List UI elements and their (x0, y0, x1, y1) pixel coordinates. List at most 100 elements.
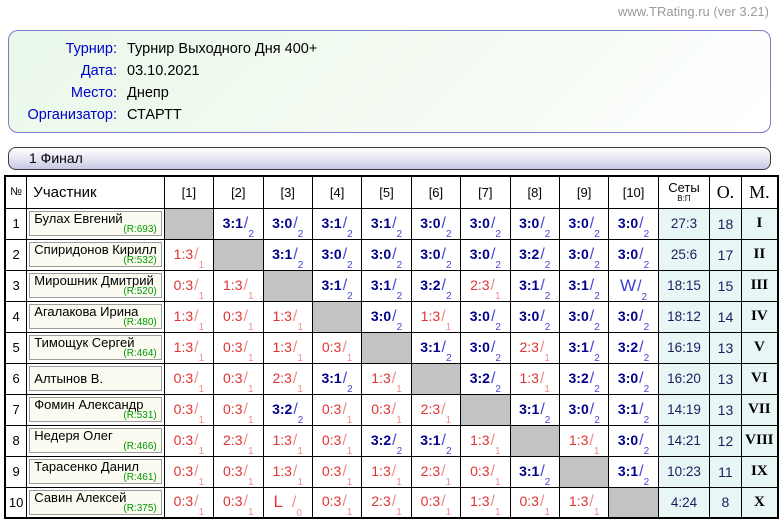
score-points-sub: 2 (495, 383, 501, 394)
score-value: 3:0 (568, 307, 589, 324)
score-value: 0:3 (223, 400, 243, 417)
player-name: Фомин Александр (34, 397, 144, 412)
score-value: 0:3 (173, 369, 194, 386)
score-cell: 3:0/2 (558, 300, 610, 333)
diagonal-cell (608, 486, 659, 519)
results-table-header: № Участник [1] [2] [3] [4] [5] [6] [7] [8] [9] [10]… (4, 175, 779, 209)
score-points-sub: 2 (544, 476, 551, 487)
score-points-sub: 2 (641, 291, 648, 301)
score-slash: / (589, 400, 595, 418)
score-slash: / (194, 431, 199, 449)
row-number: 6 (4, 362, 28, 395)
points-cell: 15 (709, 269, 742, 302)
score-slash: / (391, 369, 397, 387)
score-cell: 1:3/1 (163, 331, 215, 364)
score-points-sub: 1 (297, 476, 303, 487)
score-cell: 3:1/2 (311, 362, 363, 395)
score-slash: / (292, 307, 298, 325)
score-cell: 3:0/2 (311, 238, 363, 271)
score-value: 3:1 (519, 276, 540, 293)
score-slash: / (342, 338, 347, 356)
score-value: 1:3 (272, 338, 292, 355)
player-rating: (R:532) (123, 255, 157, 266)
score-slash: / (540, 276, 545, 294)
score-points-sub: 1 (495, 476, 501, 487)
score-slash: / (292, 369, 298, 387)
score-slash: / (539, 493, 545, 511)
score-value: 0:3 (321, 338, 342, 355)
score-points-sub: 2 (643, 383, 650, 394)
section-title-bar: 1 Финал (8, 147, 771, 170)
score-value: 3:0 (420, 245, 441, 262)
score-cell: 3:0/2 (460, 207, 511, 240)
score-cell: 3:0/2 (608, 300, 659, 333)
score-points-sub: 1 (346, 476, 353, 487)
place-cell: V (740, 331, 779, 364)
col-header-round-7: [7] (460, 175, 511, 209)
table-row: 5 Тимощук Сергей (R:464) 1:3/1 0:3/1 1:3/1 0:3… (4, 331, 779, 364)
sets-cell: 14:21 (657, 424, 711, 457)
score-cell: 2:3/1 (410, 455, 462, 488)
score-points-sub: 1 (198, 290, 205, 301)
score-points-sub: 2 (643, 321, 650, 332)
score-value: 2:3 (519, 338, 539, 355)
score-value: 3:1 (420, 431, 441, 448)
participant-cell: Спиридонов Кирилл (R:532) (26, 238, 165, 271)
score-slash: / (540, 245, 545, 263)
score-points-sub: 1 (445, 414, 452, 425)
score-value: 3:1 (321, 214, 342, 231)
score-points-sub: 1 (593, 445, 600, 456)
score-cell: 1:3/1 (509, 362, 560, 395)
score-value: 3:0 (272, 214, 293, 231)
player-rating: (R:520) (123, 286, 157, 297)
sets-cell: 14:19 (657, 393, 711, 426)
score-value: 0:3 (321, 431, 342, 448)
player-name: Агалакова Ирина (34, 304, 139, 319)
points-cell: 8 (709, 486, 742, 519)
score-cell: 3:2/2 (262, 393, 313, 426)
sets-header-sub: В:П (677, 194, 691, 204)
sets-cell: 16:20 (657, 362, 711, 395)
score-value: 1:3 (420, 307, 441, 324)
score-points-sub: 2 (396, 228, 403, 239)
score-cell: 0:3/1 (163, 486, 215, 519)
score-value: 3:1 (519, 462, 540, 479)
score-points-sub: 1 (396, 414, 402, 425)
score-cell: 3:0/2 (509, 300, 560, 333)
score-slash: / (639, 369, 644, 387)
score-value: 0:3 (470, 462, 490, 479)
score-points-sub: 2 (445, 445, 452, 456)
section-title: 1 Финал (29, 150, 83, 166)
score-value: 0:3 (371, 400, 391, 417)
score-slash: / (194, 338, 199, 356)
score-value: 3:0 (617, 369, 639, 386)
participant-box: Тарасенко Данил (R:461) (29, 459, 162, 484)
score-slash: / (589, 276, 595, 294)
score-points-sub: 1 (198, 414, 205, 425)
score-value: 0:3 (223, 493, 243, 510)
score-slash: / (589, 245, 595, 263)
score-points-sub: 2 (347, 383, 353, 394)
score-value: 3:1 (222, 214, 243, 231)
score-value: 2:3 (420, 400, 441, 417)
score-points-sub: 1 (495, 290, 501, 301)
score-cell: 3:0/2 (558, 393, 610, 426)
score-slash: / (194, 493, 199, 511)
score-points-sub: 1 (396, 507, 402, 518)
col-header-points: О. (709, 175, 742, 209)
participant-box: Савин Алексей (R:375) (29, 489, 162, 515)
score-cell: 1:3/1 (361, 362, 412, 395)
score-slash: / (293, 400, 298, 418)
participant-box: Фомин Александр (R:531) (29, 397, 162, 422)
score-cell: W/2 (608, 269, 659, 302)
place-cell: VI (740, 362, 779, 395)
score-value: 3:1 (519, 400, 540, 417)
score-cell: 0:3/1 (213, 393, 264, 426)
col-header-round-8: [8] (509, 175, 560, 209)
table-row: 9 Тарасенко Данил (R:461) 0:3/1 0:3/1 1:3/1 0:… (4, 455, 779, 488)
score-value: 3:2 (272, 400, 293, 417)
score-slash: / (639, 338, 644, 356)
score-slash: / (589, 493, 594, 511)
col-header-sets: Сеты В:П (657, 175, 711, 209)
score-slash: / (342, 214, 348, 232)
